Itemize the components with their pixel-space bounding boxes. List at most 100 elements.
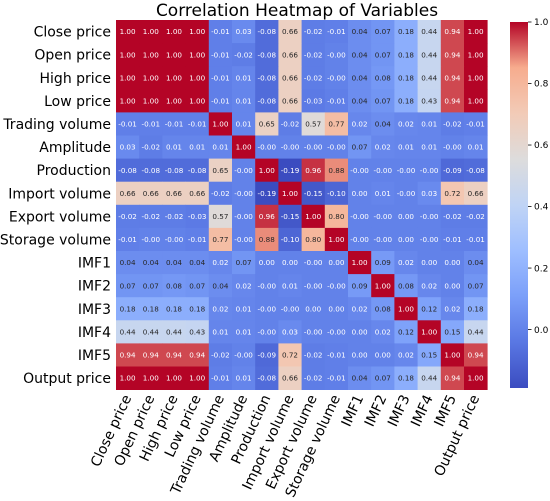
cell-value: 0.04 [189,258,205,267]
heatmap-cell [139,297,163,321]
heatmap-cell [301,204,326,229]
heatmap-cell [232,366,256,390]
cell-value: 0.57 [305,120,321,129]
cell-value: 0.00 [375,351,391,360]
cell-value: 0.65 [212,166,228,175]
cell-value: -0.02 [165,212,184,221]
heatmap-cell [417,158,442,183]
cell-value: 0.04 [352,27,368,36]
heatmap-cell [394,112,418,136]
heatmap-cell [417,43,442,67]
cell-value: 0.04 [166,258,182,267]
heatmap-cell [255,227,279,252]
cell-value: -0.00 [234,351,253,360]
cell-value: 1.00 [120,27,136,36]
cell-value: 0.44 [421,50,437,59]
heatmap-cell [417,89,442,113]
row-label: IMF2 [78,279,111,295]
cell-value: -0.01 [165,120,184,129]
cell-value: 0.08 [375,73,391,82]
cell-value: 0.02 [352,120,368,129]
heatmap-cell [464,112,488,136]
cell-value: 0.72 [444,189,460,198]
cell-value: 1.00 [189,50,205,59]
cell-value: 0.18 [398,73,414,82]
heatmap-cell [278,20,302,44]
heatmap-cell [278,251,302,275]
cell-value: 0.66 [282,27,298,36]
heatmap-cell [301,274,326,298]
heatmap-cell [371,274,395,298]
cell-value: 0.80 [305,235,321,244]
cell-value: 0.01 [236,73,252,82]
colorbar-tick-label: 0.8 [534,80,549,90]
heatmap-cell [232,204,256,229]
cell-value: 0.01 [421,143,437,152]
heatmap-cell [185,297,210,321]
heatmap-cell [394,20,418,44]
cell-value: 1.00 [421,327,437,336]
cell-value: 0.07 [375,50,391,59]
heatmap-cell [371,297,395,321]
row-label: IMF4 [78,325,111,341]
cell-value: -0.00 [327,281,346,290]
cell-value: 0.07 [375,27,391,36]
cell-value: 1.00 [189,27,205,36]
heatmap-cell [301,343,326,367]
cell-value: 0.00 [444,258,460,267]
heatmap-cell [208,366,233,390]
heatmap-cell [440,251,465,275]
cell-value: -0.00 [327,50,346,59]
cell-value: 0.02 [212,304,228,313]
heatmap-cell [162,366,186,390]
cell-value: 1.00 [468,73,484,82]
cell-value: 0.80 [328,212,344,221]
heatmap-cell [162,251,186,275]
cell-value: 0.04 [352,374,368,383]
cell-value: 0.77 [328,120,344,129]
heatmap-cell [278,43,302,67]
heatmap-cell [255,343,279,367]
heatmap-cell [255,297,279,321]
cell-value: -0.01 [188,235,207,244]
heatmap-cell [464,251,488,275]
cell-value: -0.00 [443,143,462,152]
cell-value: 0.43 [189,327,205,336]
heatmap-cell [139,89,163,113]
cell-value: -0.08 [165,166,184,175]
cell-value: 0.04 [375,120,391,129]
heatmap-cell [162,43,186,67]
cell-value: -0.02 [118,212,137,221]
heatmap-cell [440,181,465,206]
heatmap-cell [394,89,418,113]
cell-value: -0.00 [327,73,346,82]
cell-value: 0.01 [236,120,252,129]
cell-value: 1.00 [212,120,228,129]
heatmap-cell [208,43,233,67]
cell-value: 1.00 [468,96,484,105]
cell-value: 1.00 [120,96,136,105]
heatmap-cell [139,227,163,252]
cell-value: -0.00 [304,258,323,267]
cell-value: 0.94 [444,96,460,105]
cell-value: 0.04 [352,50,368,59]
heatmap-cell [440,366,465,390]
heatmap-cell [324,181,349,206]
heatmap-cell [394,227,418,252]
heatmap-cell [278,158,302,183]
cell-value: 0.00 [282,258,298,267]
cell-value: -0.02 [304,351,323,360]
heatmap-cell [440,43,465,67]
heatmap-cell [116,251,140,275]
cell-value: 0.96 [305,166,321,175]
heatmap-cell [301,366,326,390]
cell-value: -0.00 [373,235,392,244]
cell-value: -0.00 [141,235,160,244]
cell-value: -0.00 [397,189,416,198]
cell-value: 1.00 [468,50,484,59]
heatmap-cell [208,204,233,229]
cell-value: 1.00 [236,143,252,152]
colorbar-tick-label: 0.4 [534,203,549,213]
heatmap-cell [348,158,372,183]
row-label: Low price [44,94,111,110]
